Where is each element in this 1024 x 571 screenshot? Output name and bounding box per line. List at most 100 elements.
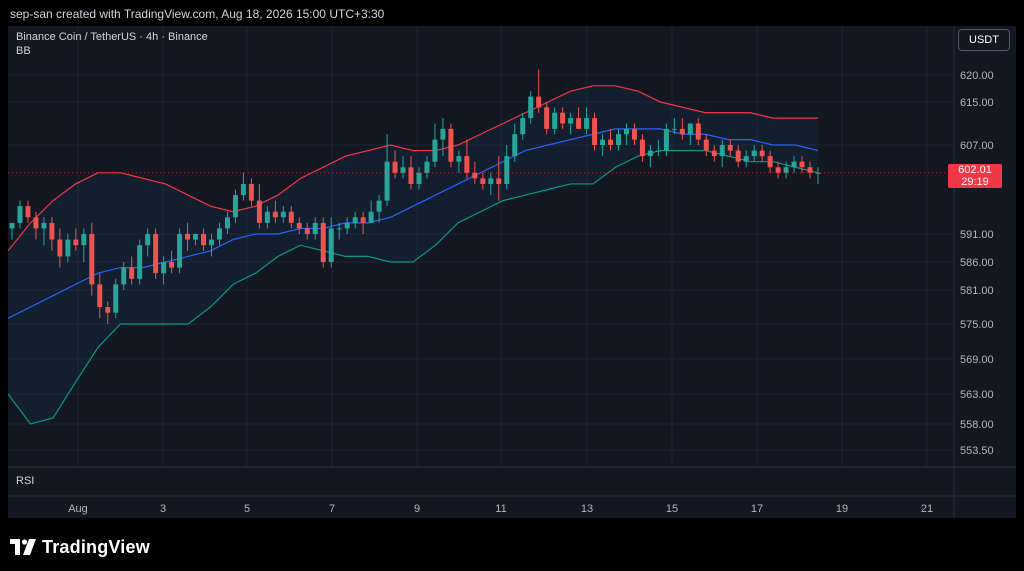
- x-tick-label: 7: [329, 503, 335, 515]
- candle-body: [727, 145, 733, 151]
- candle-body: [264, 211, 270, 223]
- candle-body: [600, 139, 606, 145]
- candle-body: [384, 161, 390, 201]
- candle-body: [472, 172, 478, 179]
- y-tick-label: 581.00: [960, 285, 994, 297]
- candle-body: [536, 96, 542, 108]
- candle-body: [81, 234, 87, 246]
- y-tick-label: 620.00: [960, 70, 994, 82]
- candle-body: [568, 118, 574, 124]
- candle-body: [480, 178, 486, 184]
- candle-body: [815, 172, 821, 174]
- candle-body: [304, 228, 310, 234]
- x-tick-label: 9: [414, 503, 420, 515]
- candle-body: [655, 150, 661, 152]
- candle-body: [248, 183, 254, 201]
- x-tick-label: 19: [836, 503, 848, 515]
- candle-body: [456, 156, 462, 162]
- candle-body: [73, 239, 79, 246]
- chart-frame: [8, 26, 1016, 518]
- brand-name: TradingView: [42, 536, 150, 557]
- candle-body: [496, 178, 502, 184]
- bb-upper-line: [8, 85, 818, 252]
- candle-body: [584, 118, 590, 129]
- candle-body: [280, 211, 286, 218]
- candle-body: [121, 267, 127, 285]
- candle-body: [440, 128, 446, 140]
- candle-body: [791, 161, 797, 168]
- y-tick-label: 607.00: [960, 140, 994, 152]
- candle-body: [89, 234, 95, 285]
- tradingview-brand[interactable]: TradingView: [10, 535, 150, 559]
- candle-body: [400, 167, 406, 173]
- candle-body: [775, 167, 781, 173]
- x-tick-label: 15: [666, 503, 678, 515]
- y-tick-label: 586.00: [960, 257, 994, 269]
- y-tick-label: 615.00: [960, 97, 994, 109]
- bb-indicator-label[interactable]: BB: [16, 45, 31, 57]
- candle-body: [169, 262, 175, 268]
- candle-body: [608, 139, 614, 145]
- candle-body: [344, 222, 350, 229]
- candle-body: [145, 234, 151, 246]
- top-bar: sep-san created with TradingView.com, Au…: [0, 0, 1024, 28]
- symbol-legend: Binance Coin / TetherUS · 4h · Binance: [16, 31, 208, 43]
- candle-body: [392, 161, 398, 173]
- candle-body: [528, 96, 534, 119]
- candle-body: [703, 139, 709, 151]
- candle-body: [25, 206, 31, 218]
- bar-countdown: 29:19: [961, 175, 989, 188]
- candle-body: [735, 150, 741, 162]
- candle-body: [743, 156, 749, 162]
- candle-body: [17, 206, 23, 223]
- candle-body: [719, 145, 725, 157]
- candle-body: [687, 123, 693, 135]
- candle-body: [679, 128, 685, 135]
- x-tick-label: 5: [244, 503, 250, 515]
- candle-body: [240, 183, 246, 196]
- y-tick-label: 553.50: [960, 445, 994, 457]
- last-price-label: 602.01 29:19: [948, 163, 1002, 188]
- candle-body: [663, 128, 669, 151]
- rsi-label[interactable]: RSI: [16, 475, 35, 487]
- candle-body: [113, 284, 119, 313]
- candle-body: [153, 234, 159, 274]
- y-tick-label: 575.00: [960, 319, 994, 331]
- x-tick-label: 13: [581, 503, 593, 515]
- candle-body: [408, 167, 414, 184]
- candle-body: [49, 222, 55, 240]
- x-tick-label: 21: [921, 503, 933, 515]
- x-tick-label: 3: [160, 503, 166, 515]
- candle-body: [520, 118, 526, 135]
- candle-body: [272, 211, 278, 218]
- candle-body: [336, 228, 342, 230]
- candle-body: [185, 234, 191, 240]
- candle-body: [360, 217, 366, 223]
- candle-body: [224, 217, 230, 229]
- currency-button[interactable]: USDT: [958, 29, 1010, 51]
- candle-body: [97, 284, 103, 307]
- candle-body: [209, 239, 215, 246]
- candle-body: [552, 112, 558, 129]
- candle-body: [328, 228, 334, 262]
- candle-body: [416, 172, 422, 184]
- x-tick-label: 11: [495, 503, 506, 515]
- candle-body: [592, 118, 598, 145]
- candle-body: [759, 150, 765, 157]
- candle-body: [799, 161, 805, 168]
- candle-body: [216, 228, 222, 240]
- price-chart[interactable]: 620.00 615.00 607.00 591.00 586.00 581.00 575.…: [8, 26, 1016, 518]
- y-tick-label: 563.00: [960, 389, 994, 401]
- candle-body: [488, 178, 494, 184]
- candle-body: [464, 156, 470, 173]
- candle-body: [65, 239, 71, 257]
- candle-body: [320, 222, 326, 262]
- y-tick-label: 591.00: [960, 229, 994, 241]
- candle-body: [631, 128, 637, 140]
- candle-body: [312, 222, 318, 234]
- candle-body: [368, 211, 374, 223]
- candle-body: [512, 134, 518, 157]
- candle-body: [161, 262, 167, 274]
- candle-body: [256, 200, 262, 223]
- candle-body: [432, 139, 438, 162]
